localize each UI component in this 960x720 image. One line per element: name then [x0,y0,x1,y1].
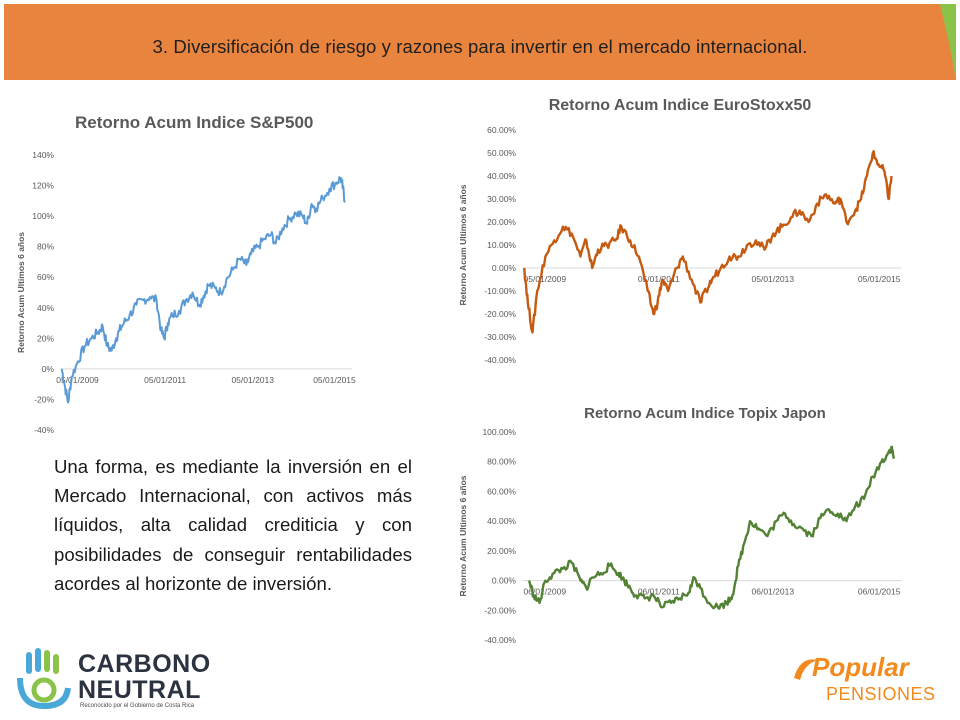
x-tick-label: 06/01/2009 [524,587,567,597]
y-tick-label: 10.00% [487,240,516,250]
y-axis-label: Retorno Acum Ultimos 6 años [16,232,26,353]
series-line [527,445,895,610]
y-tick-label: 80.00% [487,457,516,467]
y-tick-label: 60.00% [487,125,516,135]
y-tick-label: 80% [37,242,54,252]
y-tick-label: 60.00% [487,486,516,496]
series-line [60,176,346,404]
carbono-caption: Reconocido por el Gobierno de Costa Rica [80,703,195,709]
y-tick-label: 40% [37,303,54,313]
popular-swoosh-icon [794,659,818,680]
sp500-chart: Retorno Acum Indice S&P500 Retorno Acum U… [16,113,356,435]
y-tick-label: 50.00% [487,148,516,158]
header-leaf-corner [940,4,956,80]
series-line [523,150,893,334]
body-paragraph: Una forma, es mediante la inversión en e… [54,456,412,594]
y-tick-label: 0.00% [492,576,517,586]
y-tick-label: -40% [34,425,54,435]
hand-c-icon [17,648,71,710]
y-tick-label: 120% [32,181,54,191]
y-axis-label: Retorno Acum Ultimos 6 años [458,184,468,305]
y-tick-label: 100% [32,211,54,221]
y-tick-label: 60% [37,272,54,282]
x-tick-label: 05/01/2015 [858,274,901,284]
y-tick-label: 20% [37,333,54,343]
y-tick-label: 0% [42,364,55,374]
x-tick-label: 05/01/2013 [231,375,274,385]
x-tick-label: 06/01/2013 [752,587,795,597]
popular-word: Popular [812,652,909,682]
popular-pensiones-logo: Popular PENSIONES [790,652,950,708]
neutral-word: NEUTRAL [78,676,201,704]
eurostoxx50-chart: Retorno Acum Indice EuroStoxx50 Retorno A… [458,97,902,365]
chart-title: Retorno Acum Indice S&P500 [75,113,313,132]
y-tick-label: -30.00% [484,332,516,342]
y-tick-label: -40.00% [484,635,516,645]
chart-title: Retorno Acum Indice EuroStoxx50 [549,97,812,114]
y-tick-label: -40.00% [484,355,516,365]
y-axis-label: Retorno Acum Ultimos 6 años [458,475,468,596]
x-tick-label: 05/01/2015 [313,375,356,385]
x-tick-label: 05/01/2013 [752,274,795,284]
x-tick-label: 06/01/2015 [858,587,901,597]
y-tick-label: 20.00% [487,546,516,556]
y-tick-label: 40.00% [487,516,516,526]
y-tick-label: 0.00% [492,263,517,273]
y-tick-label: 40.00% [487,171,516,181]
carbono-word: CARBONO [78,650,211,678]
x-tick-label: 05/01/2011 [144,375,186,385]
y-tick-label: 30.00% [487,194,516,204]
y-tick-label: -20.00% [484,309,516,319]
y-tick-label: 140% [32,150,54,160]
slide-title: 3. Diversificación de riesgo y razones p… [152,36,808,57]
y-tick-label: 100.00% [482,427,516,437]
carbono-neutral-logo: CARBONO NEUTRAL Reconocido por el Gobier… [12,648,212,710]
x-tick-label: 05/01/2009 [56,375,99,385]
x-tick-label: 05/01/2009 [524,274,567,284]
y-tick-label: -20% [34,394,54,404]
topix-chart: Retorno Acum Indice Topix Japon Retorno A… [458,405,902,645]
x-tick-label: 05/01/2011 [638,274,680,284]
x-tick-label: 06/01/2011 [638,587,680,597]
pensiones-word: PENSIONES [826,684,936,704]
y-tick-label: -10.00% [484,286,516,296]
y-tick-label: 20.00% [487,217,516,227]
y-tick-label: -20.00% [484,605,516,615]
header-bar: 3. Diversificación de riesgo y razones p… [4,4,956,80]
chart-title: Retorno Acum Indice Topix Japon [584,405,826,422]
